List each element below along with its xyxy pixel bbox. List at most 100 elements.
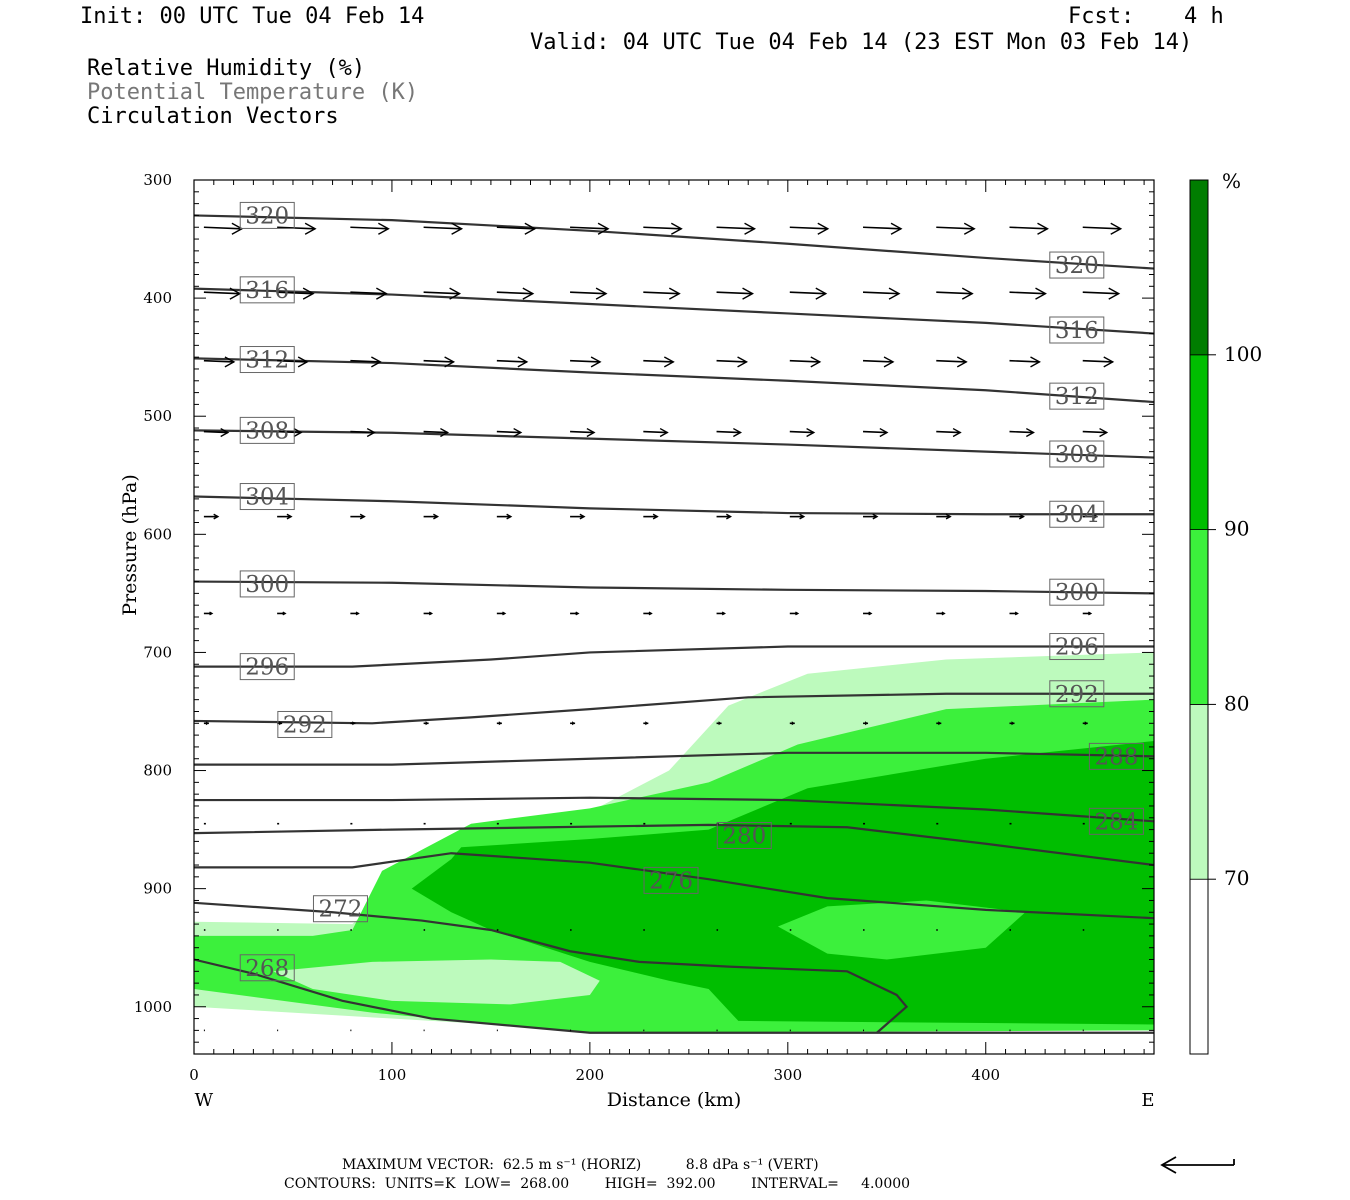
colorbar-unit: % bbox=[1222, 169, 1241, 193]
circulation-vector bbox=[643, 430, 668, 434]
vector-arrowhead bbox=[444, 356, 456, 368]
theta-label-272: 272 bbox=[319, 897, 363, 923]
circulation-vector bbox=[643, 291, 680, 295]
vector-arrowhead bbox=[883, 356, 895, 368]
y-tick-label: 1000 bbox=[134, 998, 172, 1016]
y-tick-label: 700 bbox=[143, 643, 172, 661]
vector-arrowhead bbox=[440, 427, 450, 438]
vector-arrowhead bbox=[810, 356, 822, 368]
theta-right-label-316-box bbox=[1049, 316, 1105, 344]
valid-time: Valid: 04 UTC Tue 04 Feb 14 (23 EST Mon … bbox=[530, 30, 1193, 55]
circulation-vector bbox=[277, 430, 302, 434]
theta-label-320: 320 bbox=[245, 203, 289, 229]
theta-label-316: 316 bbox=[245, 278, 289, 304]
theta-right-label-292-box bbox=[1049, 680, 1105, 708]
circulation-vector bbox=[643, 226, 682, 230]
vector-arrowhead bbox=[433, 513, 440, 520]
vector-arrowhead bbox=[224, 356, 236, 368]
circulation-vector bbox=[936, 430, 961, 434]
circulation-vector bbox=[277, 291, 314, 295]
vector-arrowhead bbox=[733, 427, 743, 438]
vector-arrowhead bbox=[366, 427, 376, 438]
theta-label-300-box bbox=[239, 570, 295, 598]
vector-arrowhead bbox=[1030, 356, 1041, 368]
vector-arrowhead bbox=[575, 611, 580, 616]
theta-label-292: 292 bbox=[283, 712, 327, 738]
circulation-vector bbox=[1009, 359, 1040, 363]
theta-label-288: 288 bbox=[1094, 744, 1138, 770]
vector-arrowhead bbox=[352, 721, 356, 726]
vector-arrowhead bbox=[425, 721, 429, 726]
x-tick-label: 100 bbox=[378, 1066, 407, 1084]
vector-arrowhead bbox=[506, 513, 513, 520]
colorbar-segment-70 bbox=[1189, 704, 1209, 880]
vector-arrowhead bbox=[517, 356, 529, 368]
circulation-vector bbox=[203, 359, 234, 363]
vector-arrowhead bbox=[806, 427, 816, 438]
circulation-vector bbox=[716, 226, 755, 230]
circulation-vector bbox=[496, 430, 521, 434]
vector-arrowhead bbox=[956, 356, 968, 368]
vector-arrowhead bbox=[513, 427, 523, 438]
theta-right-label-296-box bbox=[1049, 633, 1105, 661]
contours-note: CONTOURS: UNITS=K LOW= 268.00 HIGH= 392.… bbox=[284, 1176, 911, 1192]
vector-arrowhead bbox=[1103, 356, 1115, 368]
theta-contour-296 bbox=[194, 645, 1154, 668]
theta-label-320-box bbox=[239, 201, 295, 229]
circulation-vector bbox=[203, 226, 242, 230]
vector-arrowhead bbox=[659, 427, 669, 438]
circulation-vector bbox=[862, 291, 900, 295]
y-tick-label: 500 bbox=[143, 407, 172, 425]
field-rh: Relative Humidity (%) bbox=[87, 56, 366, 81]
vector-arrowhead bbox=[721, 611, 727, 616]
vector-arrowhead bbox=[579, 513, 586, 520]
vector-arrowhead bbox=[961, 287, 974, 300]
vector-arrowhead bbox=[302, 287, 315, 300]
vector-arrowhead bbox=[1088, 611, 1093, 616]
vector-arrowhead bbox=[1025, 427, 1035, 438]
vector-arrowhead bbox=[737, 356, 749, 368]
colorbar-label: 100 bbox=[1224, 342, 1262, 366]
vector-arrowhead bbox=[645, 721, 649, 726]
x-tick-label: 400 bbox=[971, 1066, 1000, 1084]
circulation-vector bbox=[350, 226, 389, 230]
vector-arrowhead bbox=[890, 222, 903, 235]
theta-contour-288 bbox=[194, 751, 1154, 766]
theta-contour-280 bbox=[194, 823, 1154, 867]
vector-arrowhead bbox=[888, 287, 901, 300]
theta-contour-268 bbox=[194, 958, 1154, 1034]
theta-label-288-box bbox=[1088, 742, 1144, 770]
circulation-vector bbox=[423, 430, 448, 434]
vector-arrowhead bbox=[648, 611, 653, 616]
circulation-vector bbox=[423, 226, 462, 230]
circulation-vector bbox=[570, 226, 609, 230]
circulation-vector bbox=[862, 226, 902, 230]
theta-right-label-312: 312 bbox=[1055, 384, 1099, 410]
colorbar-label: 90 bbox=[1224, 517, 1249, 541]
x-end-label-west: W bbox=[195, 1090, 214, 1111]
rh-region-80-3 bbox=[777, 900, 1026, 960]
theta-label-268: 268 bbox=[245, 956, 289, 982]
y-tick-label: 300 bbox=[143, 171, 172, 189]
vector-arrowhead bbox=[1084, 721, 1088, 726]
vector-arrowhead bbox=[586, 427, 596, 438]
circulation-vector bbox=[350, 359, 381, 363]
colorbar-segment-90 bbox=[1189, 354, 1209, 530]
vector-arrowhead bbox=[1099, 427, 1109, 438]
theta-label-308-box bbox=[239, 416, 295, 444]
init-time: Init: 00 UTC Tue 04 Feb 14 bbox=[80, 4, 425, 29]
vector-arrowhead bbox=[938, 721, 942, 726]
colorbar-frame bbox=[1189, 179, 1209, 1055]
vector-arrowhead bbox=[795, 611, 800, 616]
theta-label-304: 304 bbox=[245, 485, 289, 511]
vector-arrowhead bbox=[1110, 222, 1123, 235]
x-tick-label: 300 bbox=[773, 1066, 802, 1084]
theta-contour-292 bbox=[194, 692, 1154, 725]
forecast-hour: 4 h bbox=[1184, 4, 1224, 29]
theta-contour-300 bbox=[194, 580, 1154, 595]
vector-arrowhead bbox=[297, 356, 309, 368]
y-tick-label: 400 bbox=[143, 289, 172, 307]
vector-arrowhead bbox=[1014, 611, 1019, 616]
theta-contour-272 bbox=[194, 901, 909, 1034]
theta-label-276: 276 bbox=[649, 868, 693, 894]
